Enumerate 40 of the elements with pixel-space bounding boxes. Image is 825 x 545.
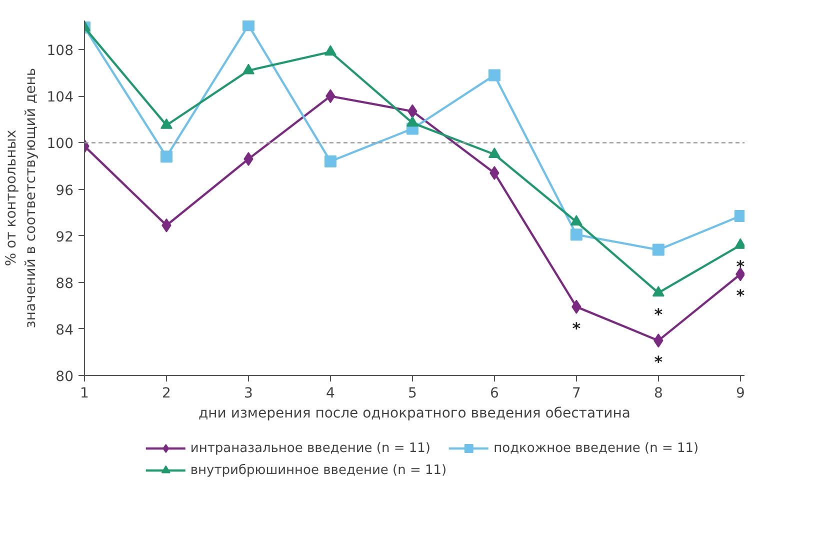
x-tick-label: 5 (408, 386, 417, 402)
x-tick-label: 1 (80, 386, 89, 402)
point (406, 116, 418, 127)
y-tick-label: 104 (46, 90, 74, 106)
x-tick-label: 6 (490, 386, 499, 402)
legend-label: подкожное введение (n = 11) (494, 440, 699, 456)
point (488, 148, 500, 158)
y-tick-label: 80 (56, 369, 74, 385)
x-axis-title: дни измерения после однократного введения обестатина (198, 406, 631, 422)
point (324, 45, 336, 56)
x-tick-label: 7 (572, 386, 581, 402)
point (160, 150, 172, 163)
point (570, 228, 582, 241)
point (652, 244, 664, 256)
y-axis-title: % от контрольных значений в соответствующий день (4, 68, 39, 328)
x-tick-label: 2 (162, 386, 171, 402)
point (242, 20, 254, 32)
legend-label: интраназальное введение (n = 11) (190, 440, 430, 456)
y-tick-label: 92 (56, 229, 74, 246)
y-tick-label: 84 (56, 322, 74, 338)
point (570, 215, 582, 226)
annotation: * (736, 257, 746, 276)
point (324, 155, 336, 168)
x-tick-label: 8 (654, 386, 663, 402)
annotation: * (736, 286, 746, 306)
legend-label: внутрибрюшинное введение (n = 11) (190, 462, 447, 478)
annotation: * (654, 304, 664, 324)
y-tick-label: 88 (56, 276, 74, 292)
y-tick-label: 108 (46, 43, 74, 60)
y-tick-label: 96 (56, 182, 74, 199)
y-tick-label: 100 (46, 136, 74, 152)
x-tick-label: 3 (244, 386, 253, 402)
x-tick-label: 9 (736, 386, 745, 402)
point (160, 118, 172, 129)
x-tick-label: 4 (326, 386, 336, 402)
annotation: * (654, 352, 664, 372)
point (242, 64, 254, 74)
point (652, 286, 664, 297)
annotation: * (572, 318, 582, 338)
point (488, 69, 500, 82)
